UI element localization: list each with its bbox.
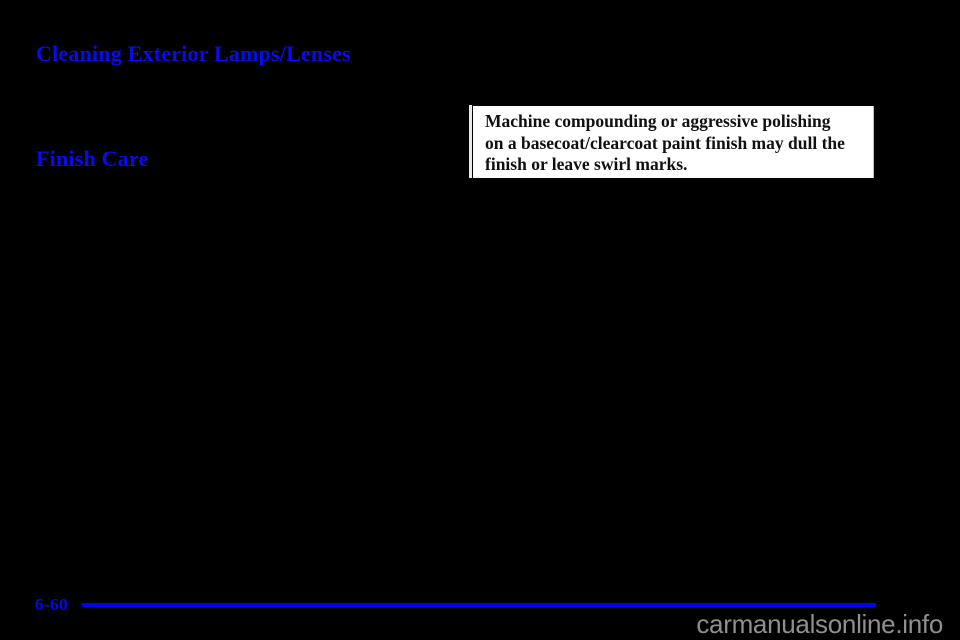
notice-line-2: on a basecoat/clearcoat paint finish may… xyxy=(485,132,845,153)
notice-line-3: finish or leave swirl marks. xyxy=(485,154,688,174)
watermark-text: carmanualsonline.info xyxy=(696,609,943,639)
notice-left-bar xyxy=(469,105,472,178)
notice-box: Machine compounding or aggressive polish… xyxy=(473,106,874,178)
footer-rule xyxy=(82,603,876,607)
section-heading-cleaning-exterior-lamps-lenses: Cleaning Exterior Lamps/Lenses xyxy=(36,41,351,66)
page-number: 6-60 xyxy=(35,595,69,614)
section-heading-finish-care: Finish Care xyxy=(36,146,149,171)
notice-line-1: Machine compounding or aggressive polish… xyxy=(485,111,831,131)
